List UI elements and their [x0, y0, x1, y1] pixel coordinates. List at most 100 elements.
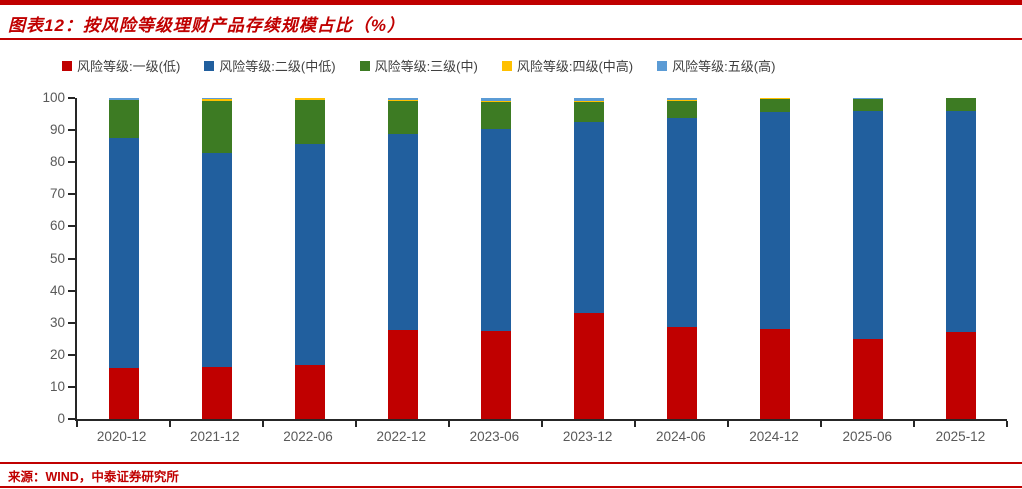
bar-segment [945, 111, 976, 332]
x-axis-tick [634, 421, 636, 427]
y-axis-tick [68, 418, 75, 420]
y-axis-tick-label: 50 [49, 250, 65, 266]
legend-swatch-icon [204, 60, 215, 71]
bar-segment [573, 101, 604, 122]
y-axis-tick-label: 10 [49, 378, 65, 394]
bar-slot-2022-12 [356, 98, 449, 419]
stacked-bar-2021-12 [201, 98, 232, 419]
legend: 风险等级:一级(低) 风险等级:二级(中低) 风险等级:三级(中) 风险等级:四级(中… [62, 56, 775, 75]
stacked-bar-2022-12 [387, 98, 418, 419]
x-axis-label: 2025-12 [935, 429, 986, 444]
legend-label: 风险等级:四级(中高) [516, 59, 634, 74]
legend-item-1: 风险等级:一级(低) [62, 56, 180, 75]
stacked-bar-2025-12 [945, 98, 976, 419]
y-axis-tick-label: 80 [49, 154, 65, 170]
legend-swatch-icon [657, 60, 668, 71]
bar-segment [573, 98, 604, 101]
title-underline-rule [0, 38, 1022, 40]
x-axis-label: 2024-06 [656, 429, 706, 444]
bar-slot-2024-06 [635, 98, 728, 419]
y-axis-tick [68, 161, 75, 164]
x-axis-tick [76, 421, 78, 427]
source-note: 来源：WIND，中泰证券研究所 [8, 470, 179, 484]
x-axis-label: 2024-12 [749, 429, 799, 444]
legend-swatch-icon [501, 60, 512, 71]
x-axis-label: 2023-12 [562, 429, 613, 444]
y-axis-tick-label: 60 [49, 218, 65, 234]
bar-segment [201, 100, 232, 154]
bar-slot-2020-12 [77, 98, 170, 419]
stacked-bar-2025-06 [852, 98, 883, 419]
x-axis-labels: 2020-12 2021-12 2022-06 2022-12 2023-06 2023-… [75, 429, 1007, 444]
bar-segment [387, 101, 418, 135]
bar-slot-2023-12 [542, 98, 635, 419]
bar-segment [480, 331, 511, 419]
figure-title: 图表12：按风险等级理财产品存续规模占比（%） [8, 16, 406, 35]
bar-segment [294, 143, 325, 366]
bar-slot-2024-12 [728, 98, 821, 419]
bar-segment [294, 99, 325, 144]
y-axis-tick-label: 100 [42, 90, 65, 105]
y-axis-tick [68, 129, 75, 132]
bar-segment [387, 98, 418, 100]
x-axis-tick [727, 421, 729, 427]
bar-segment [201, 367, 232, 419]
stacked-bar-2023-06 [480, 98, 511, 419]
stacked-bar-2020-12 [108, 98, 139, 419]
bar-slot-2023-06 [449, 98, 542, 419]
y-axis-tick-label: 40 [49, 282, 65, 298]
x-axis-label: 2025-06 [842, 429, 892, 444]
bar-segment [387, 329, 418, 419]
plot-area: 0 10 20 30 40 50 60 70 80 90 100 [42, 91, 1008, 427]
bar-segment [201, 98, 232, 101]
bar-segment [294, 365, 325, 419]
legend-label: 风险等级:五级(高) [672, 59, 776, 74]
footer-top-rule [0, 462, 1022, 464]
x-axis-tick [820, 421, 822, 427]
bar-segment [201, 98, 232, 99]
x-axis-label: 2020-12 [96, 429, 147, 444]
stacked-bar-2023-12 [573, 98, 604, 419]
bar-segment [945, 98, 976, 112]
y-axis-tick [68, 257, 75, 260]
legend-label: 风险等级:三级(中) [374, 59, 478, 74]
bar-segment [945, 331, 976, 419]
y-axis-tick-label: 30 [49, 314, 65, 330]
legend-item-3: 风险等级:三级(中) [359, 56, 478, 75]
bar-slot-2025-12 [914, 98, 1007, 419]
x-axis-tick [355, 421, 357, 427]
x-axis-label: 2021-12 [190, 429, 240, 444]
bar-segment [759, 329, 790, 419]
bar-segment [480, 101, 511, 130]
bar-segment [852, 98, 883, 112]
bar-segment [108, 98, 139, 100]
x-axis-tick [448, 421, 450, 427]
top-red-rule [0, 0, 1022, 5]
x-axis-label: 2022-12 [376, 429, 426, 444]
legend-swatch-icon [62, 60, 72, 71]
y-axis-tick [68, 225, 75, 228]
bar-slot-2022-06 [263, 98, 356, 419]
x-axis-tick [541, 421, 543, 427]
bar-segment [573, 100, 604, 102]
bar-segment [573, 313, 604, 419]
legend-label: 风险等级:二级(中低) [219, 59, 336, 74]
bar-slot-2021-12 [170, 98, 263, 419]
bar-segment [759, 98, 790, 112]
x-axis-tick [1006, 421, 1008, 427]
y-axis-tick-label: 70 [49, 186, 65, 202]
y-axis-tick [68, 289, 75, 292]
stacked-bar-2024-06 [666, 98, 697, 419]
bar-segment [573, 121, 604, 314]
bar-segment [108, 367, 139, 419]
y-axis-tick-label: 90 [49, 122, 65, 138]
bar-segment [387, 134, 418, 330]
legend-item-5: 风险等级:五级(高) [657, 56, 775, 75]
bar-segment [480, 100, 511, 102]
y-axis-tick-label: 0 [57, 411, 65, 426]
y-axis-tick-label: 20 [49, 346, 65, 362]
x-axis-tick [913, 421, 915, 427]
bar-segment [666, 326, 697, 419]
stacked-bar-2022-06 [294, 98, 325, 419]
